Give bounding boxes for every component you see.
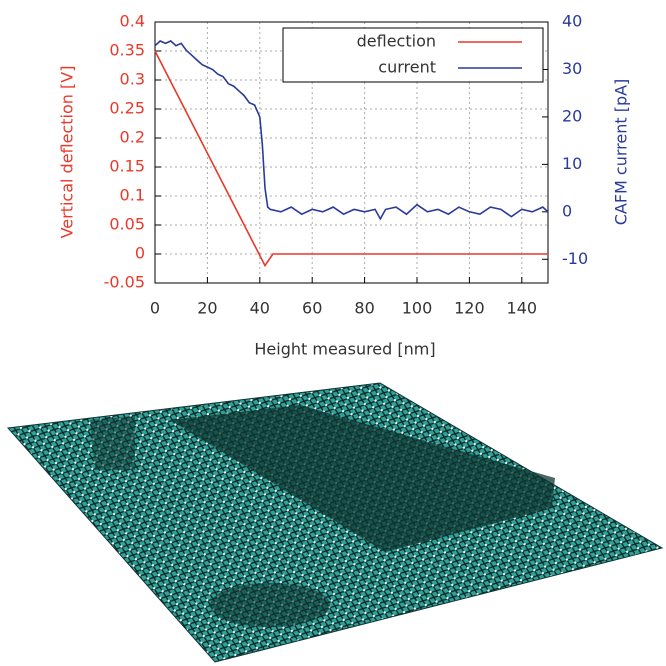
x-tick-label: 60 (302, 299, 322, 318)
x-tick-label: 0 (150, 299, 160, 318)
y-tick-label: 0.3 (120, 70, 145, 89)
y-tick-label: 0.05 (109, 215, 145, 234)
x-tick-label: 120 (454, 299, 485, 318)
y-tick-label: 0.35 (109, 41, 145, 60)
x-axis-label: Height measured [nm] (254, 340, 435, 359)
series-line (154, 50, 548, 268)
x-tick-label: 20 (197, 299, 217, 318)
y-tick-label: -0.05 (104, 273, 145, 292)
y-axis-label: Vertical deflection [V] (58, 66, 77, 239)
y-tick-label: 0.4 (120, 12, 145, 31)
y-tick-label: 0.25 (109, 99, 145, 118)
y-tick-label: 0.2 (120, 128, 145, 147)
y-tick-label: 0.1 (120, 186, 145, 205)
y-tick-label: 0 (135, 244, 145, 263)
x-tick-label: 100 (402, 299, 433, 318)
legend-label: deflection (357, 32, 436, 51)
series-line (154, 40, 549, 221)
x-tick-label: 140 (507, 299, 538, 318)
legend-label: current (378, 58, 436, 77)
y2-axis-label: CAFM current [pA] (612, 79, 631, 226)
y2-tick-label: -10 (562, 249, 588, 268)
x-tick-label: 80 (354, 299, 374, 318)
y2-tick-label: 30 (562, 59, 582, 78)
y2-tick-label: 0 (562, 201, 572, 220)
legend-box (282, 27, 544, 83)
plot-frame (154, 21, 549, 284)
surface-image (6, 382, 664, 663)
y2-tick-label: 20 (562, 106, 582, 125)
x-tick-label: 40 (250, 299, 270, 318)
y-tick-label: 0.15 (109, 157, 145, 176)
y2-tick-label: 40 (562, 12, 582, 31)
y2-tick-label: 10 (562, 154, 582, 173)
